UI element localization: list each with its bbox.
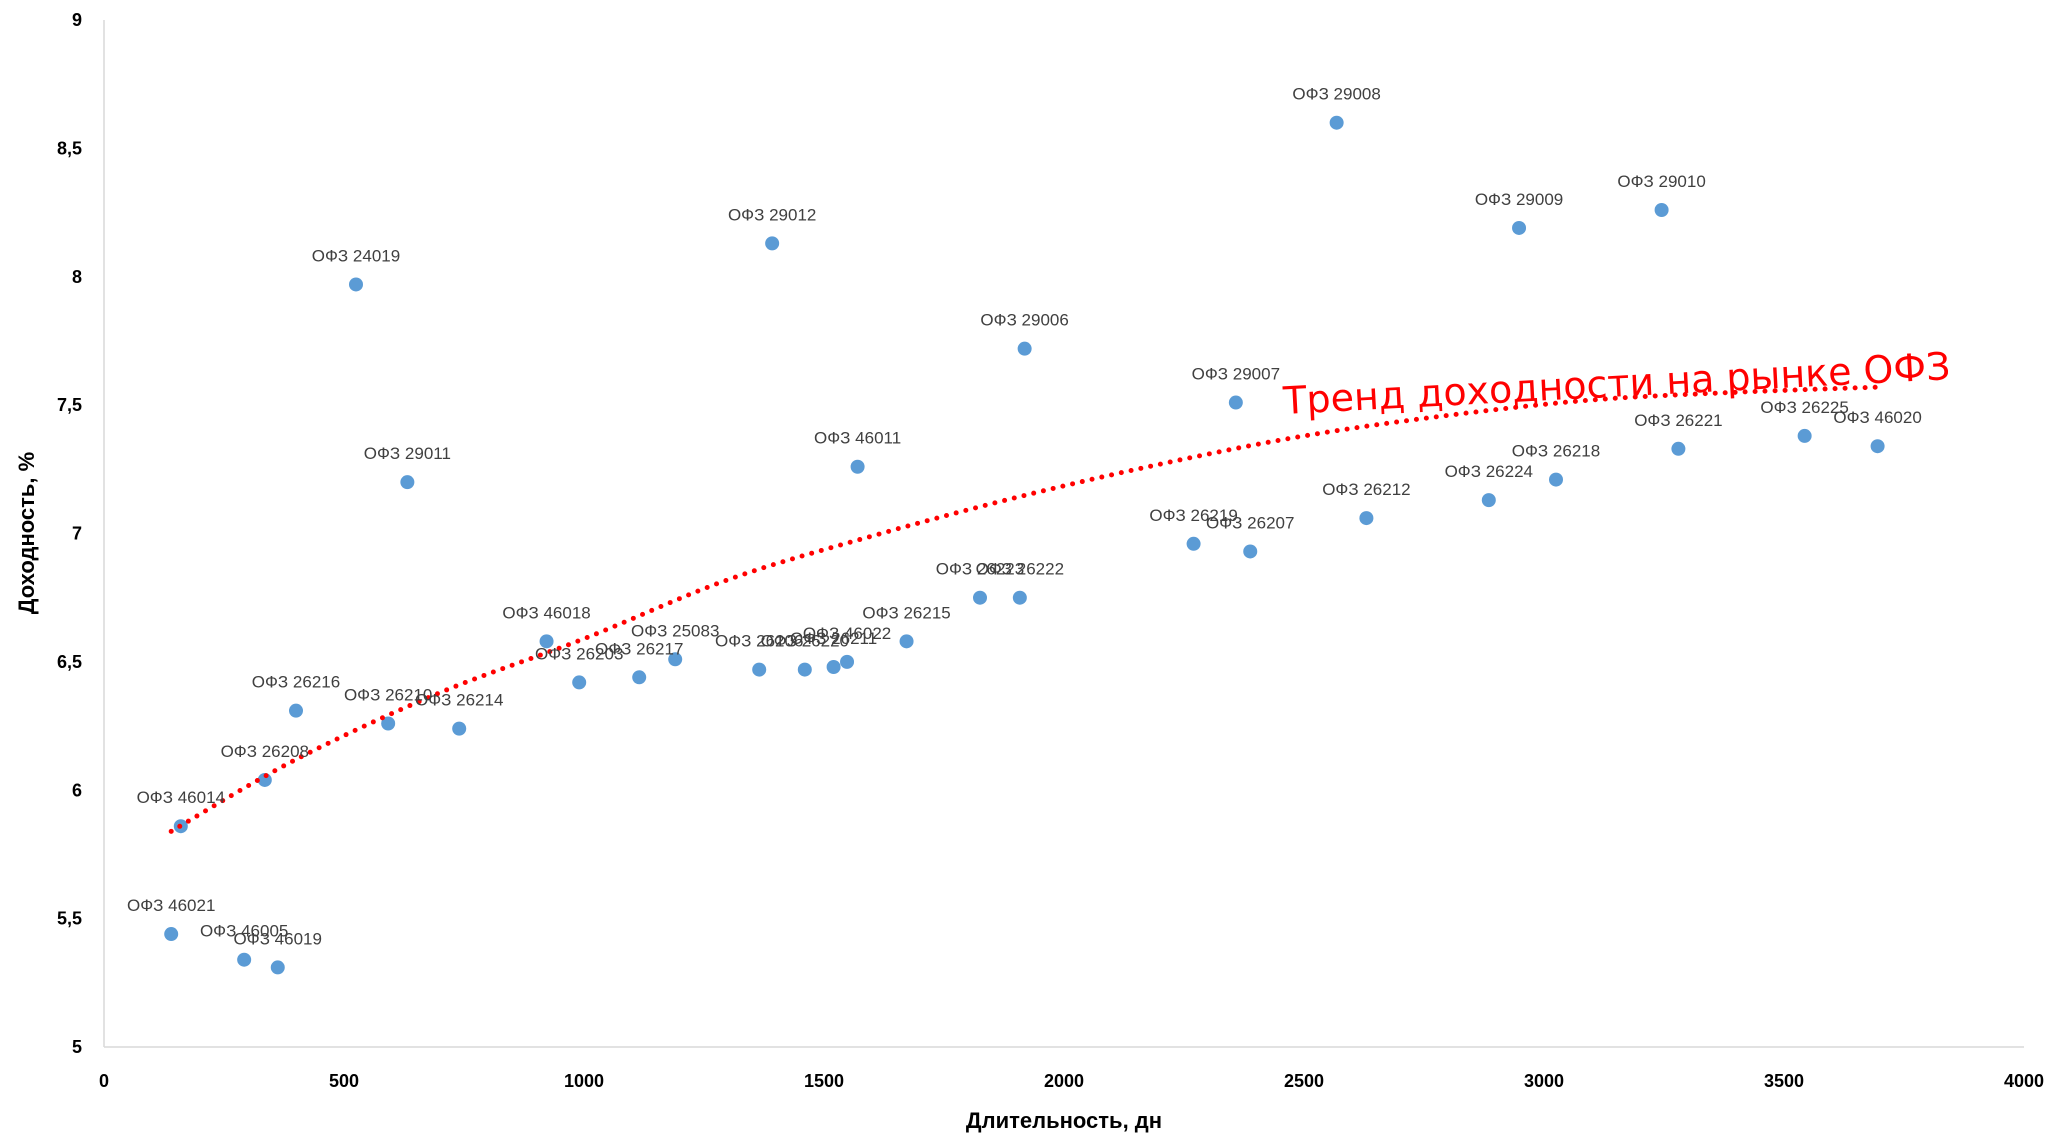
y-tick-label: 5,5 [57, 909, 82, 929]
y-tick-label: 7,5 [57, 395, 82, 415]
data-point [452, 721, 467, 736]
data-point [270, 960, 285, 975]
point-label: ОФЗ 26216 [252, 673, 340, 692]
point-label: ОФЗ 46019 [234, 929, 322, 948]
point-label: ОФЗ 29009 [1475, 190, 1563, 209]
x-tick-label: 3500 [1764, 1071, 1804, 1091]
data-point [973, 590, 987, 605]
x-tick-label: 2500 [1284, 1071, 1324, 1091]
point-label: ОФЗ 24019 [312, 246, 400, 265]
y-tick-label: 6,5 [57, 652, 82, 672]
x-tick-label: 500 [329, 1071, 359, 1091]
point-label: ОФЗ 26207 [1206, 513, 1294, 532]
data-point [572, 675, 587, 690]
x-tick-label: 2000 [1044, 1071, 1084, 1091]
point-label: ОФЗ 26219 [1149, 506, 1237, 525]
point-label: ОФЗ 26211 [790, 629, 877, 648]
data-point [1017, 341, 1032, 356]
data-point [1512, 220, 1527, 235]
x-tick-label: 3000 [1524, 1071, 1564, 1091]
data-point [1186, 536, 1201, 551]
point-label: ОФЗ 25083 [631, 621, 719, 640]
data-point [632, 670, 647, 685]
point-label: ОФЗ 26217 [595, 639, 683, 658]
data-point [349, 277, 363, 292]
point-label: ОФЗ 26218 [1512, 442, 1600, 461]
point-label: ОФЗ 46011 [814, 429, 901, 448]
point-label: ОФЗ 46005 [200, 922, 288, 941]
data-point [400, 475, 415, 490]
data-points [164, 115, 1885, 975]
y-tick-label: 9 [72, 10, 82, 30]
data-point [1481, 493, 1496, 508]
x-tick-label: 4000 [2004, 1071, 2044, 1091]
data-point [797, 662, 812, 677]
data-point [1870, 439, 1885, 454]
point-label: ОФЗ 26224 [1445, 462, 1533, 481]
data-point [1329, 115, 1344, 130]
data-point [1012, 590, 1027, 605]
point-label: ОФЗ 26222 [976, 560, 1064, 579]
y-tick-label: 8 [72, 267, 82, 287]
point-label: ОФЗ 26208 [221, 742, 309, 761]
data-point [765, 236, 780, 251]
point-label: ОФЗ 46022 [803, 624, 891, 643]
y-tick-label: 5 [72, 1037, 82, 1057]
y-tick-label: 8,5 [57, 138, 82, 158]
point-label: ОФЗ 26210 [344, 685, 432, 704]
data-point [1228, 395, 1243, 410]
data-point [1243, 544, 1258, 559]
data-point [899, 634, 914, 649]
data-point [1797, 428, 1812, 443]
data-point [840, 654, 855, 669]
data-point [1359, 511, 1374, 526]
point-label: ОФЗ 26223 [936, 560, 1024, 579]
point-label: ОФЗ 26212 [1322, 480, 1410, 499]
data-point [289, 703, 303, 718]
data-point [164, 927, 179, 942]
point-label: ОФЗ 26220 [761, 632, 849, 651]
x-tick-label: 1000 [564, 1071, 604, 1091]
point-label: ОФЗ 26225 [1760, 398, 1848, 417]
point-label: ОФЗ 29006 [980, 311, 1068, 330]
data-point [668, 652, 683, 667]
point-label: ОФЗ 46014 [137, 788, 225, 807]
point-label: ОФЗ 26206 [715, 632, 803, 651]
data-point [381, 716, 396, 731]
y-tick-labels: 5 5,5 6 6,5 7 7,5 8 8,5 9 [57, 10, 82, 1057]
point-label: ОФЗ 26221 [1634, 411, 1722, 430]
x-tick-label: 1500 [804, 1071, 844, 1091]
y-axis-title: Доходность, % [14, 452, 39, 614]
data-point [1549, 472, 1563, 487]
data-point [752, 662, 767, 677]
point-label: ОФЗ 26203 [535, 644, 623, 663]
x-tick-labels: 0 500 1000 1500 2000 2500 3000 3500 4000 [99, 1071, 2044, 1091]
data-point [1654, 202, 1669, 217]
chart-axes [103, 20, 2024, 1048]
point-label: ОФЗ 29007 [1192, 365, 1280, 384]
data-point [237, 952, 252, 967]
point-label: ОФЗ 46018 [502, 603, 590, 622]
x-tick-label: 0 [99, 1071, 109, 1091]
point-label: ОФЗ 29008 [1292, 85, 1380, 104]
point-label: ОФЗ 29012 [728, 205, 816, 224]
data-point [539, 634, 554, 649]
data-point [850, 459, 865, 474]
point-label: ОФЗ 46020 [1833, 408, 1921, 427]
point-label: ОФЗ 26215 [862, 603, 950, 622]
x-axis-title: Длительность, дн [966, 1108, 1162, 1133]
point-label: ОФЗ 29010 [1617, 172, 1705, 191]
data-point [1671, 441, 1686, 456]
point-label: ОФЗ 26214 [415, 691, 503, 710]
trend-line [168, 384, 1881, 834]
data-point [826, 660, 841, 675]
y-tick-label: 6 [72, 780, 82, 800]
point-label: ОФЗ 29011 [364, 444, 451, 463]
y-tick-label: 7 [72, 524, 82, 544]
point-label: ОФЗ 46021 [127, 896, 215, 915]
